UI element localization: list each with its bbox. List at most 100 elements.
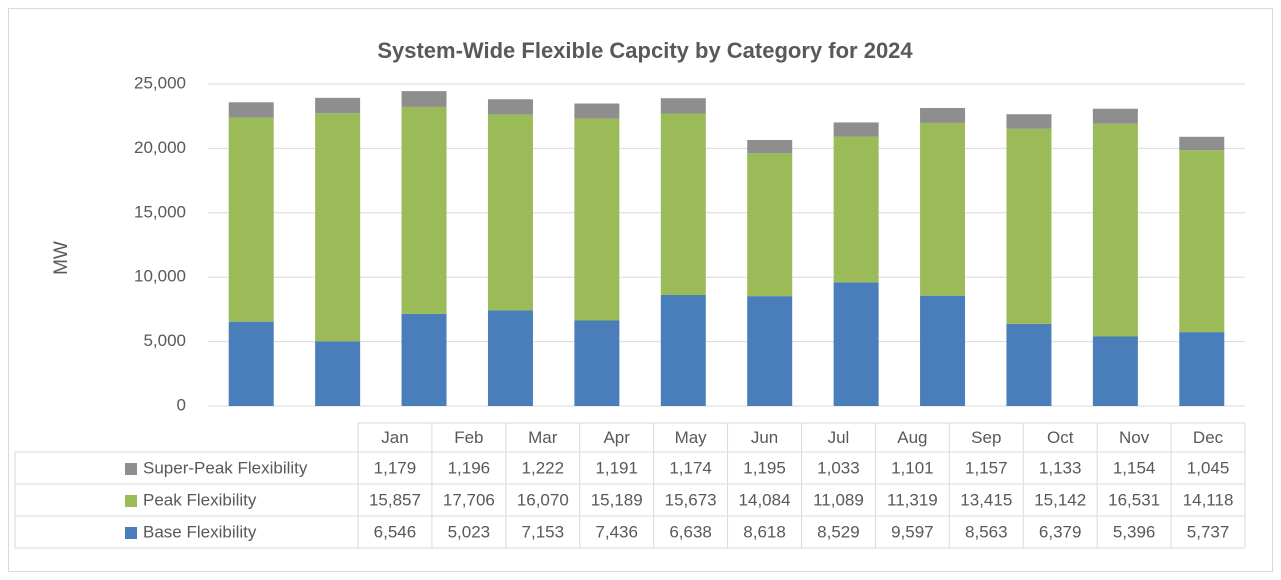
bar-segment <box>574 118 620 321</box>
bar-segment <box>315 113 361 342</box>
bar-segment <box>228 102 274 118</box>
bar-segment <box>1006 128 1052 324</box>
bar-segment <box>920 295 966 406</box>
bar-segment <box>228 117 274 322</box>
data-label: 11,319 <box>887 490 938 509</box>
bar-segment <box>660 98 706 114</box>
data-label: 7,153 <box>522 522 565 541</box>
data-label: 1,179 <box>374 458 417 477</box>
data-label: 16,531 <box>1108 490 1160 509</box>
y-tick-label: 10,000 <box>134 267 186 286</box>
x-tick-label: Aug <box>897 428 927 447</box>
x-tick-label: Feb <box>454 428 483 447</box>
bar-segment <box>228 321 274 406</box>
data-label: 17,706 <box>443 490 495 509</box>
x-tick-label: Oct <box>1047 428 1074 447</box>
legend-swatch <box>125 463 137 475</box>
data-label: 6,638 <box>669 522 712 541</box>
y-tick-label: 15,000 <box>134 202 186 221</box>
bar-segment <box>1006 323 1052 406</box>
x-tick-label: Apr <box>603 428 630 447</box>
data-label: 1,101 <box>891 458 934 477</box>
chart-title: System-Wide Flexible Capcity by Category… <box>377 38 913 63</box>
bar-segment <box>401 91 447 107</box>
data-label: 13,415 <box>960 490 1012 509</box>
x-tick-label: Jan <box>381 428 408 447</box>
data-label: 1,157 <box>965 458 1008 477</box>
x-tick-label: Jun <box>751 428 778 447</box>
data-label: 1,045 <box>1187 458 1230 477</box>
data-label: 1,174 <box>669 458 712 477</box>
data-label: 15,189 <box>591 490 643 509</box>
x-tick-label: Dec <box>1193 428 1224 447</box>
bar-segment <box>487 114 533 311</box>
data-label: 1,133 <box>1039 458 1082 477</box>
data-label: 1,196 <box>448 458 491 477</box>
bar-segment <box>747 153 793 297</box>
data-label: 1,033 <box>817 458 860 477</box>
bar-segment <box>1006 114 1052 129</box>
bar-segment <box>1092 123 1138 337</box>
bar-segment <box>1092 336 1138 406</box>
y-axis-label: MW <box>51 241 72 275</box>
bar-segment <box>833 122 879 137</box>
data-label: 1,195 <box>743 458 786 477</box>
bar-segment <box>574 103 620 119</box>
y-tick-label: 25,000 <box>134 73 186 92</box>
y-tick-label: 20,000 <box>134 138 186 157</box>
bar-segment <box>401 106 447 314</box>
data-label: 16,070 <box>517 490 569 509</box>
bar-segment <box>920 122 966 296</box>
bar-segment <box>401 313 447 406</box>
bar-segment <box>747 140 793 154</box>
bar-segment <box>920 108 966 123</box>
y-tick-label: 0 <box>177 395 186 414</box>
bar-segment <box>1092 108 1138 124</box>
data-label: 8,529 <box>817 522 860 541</box>
x-tick-label: Mar <box>528 428 558 447</box>
data-label: 8,618 <box>743 522 786 541</box>
legend-swatch <box>125 527 137 539</box>
bar-segment <box>574 320 620 406</box>
data-label: 14,118 <box>1183 490 1234 509</box>
data-label: 1,154 <box>1113 458 1156 477</box>
bar-segment <box>1179 332 1225 406</box>
data-label: 6,546 <box>374 522 417 541</box>
bar-segment <box>660 295 706 406</box>
x-tick-label: Nov <box>1119 428 1150 447</box>
bar-segment <box>747 296 793 406</box>
bar-segment <box>487 99 533 115</box>
data-label: 15,142 <box>1034 490 1086 509</box>
legend-label: Super-Peak Flexibility <box>143 458 308 477</box>
data-label: 5,737 <box>1187 522 1230 541</box>
data-label: 5,396 <box>1113 522 1156 541</box>
bar-segment <box>833 136 879 283</box>
data-label: 15,673 <box>665 490 717 509</box>
data-label: 7,436 <box>595 522 638 541</box>
legend-label: Base Flexibility <box>143 522 257 541</box>
data-label: 1,191 <box>595 458 638 477</box>
legend-label: Peak Flexibility <box>143 490 257 509</box>
data-label: 6,379 <box>1039 522 1082 541</box>
bar-segment <box>660 113 706 296</box>
bar-segment <box>833 282 879 406</box>
bar-segment <box>315 97 361 114</box>
x-tick-label: May <box>675 428 708 447</box>
data-label: 14,084 <box>739 490 791 509</box>
data-label: 11,089 <box>813 490 864 509</box>
data-label: 5,023 <box>448 522 491 541</box>
data-label: 9,597 <box>891 522 934 541</box>
x-tick-label: Sep <box>971 428 1001 447</box>
bar-segment <box>487 310 533 406</box>
data-label: 8,563 <box>965 522 1008 541</box>
data-label: 15,857 <box>369 490 421 509</box>
bar-segment <box>1179 150 1225 333</box>
data-label: 1,222 <box>522 458 565 477</box>
y-tick-label: 5,000 <box>143 331 186 350</box>
x-tick-label: Jul <box>828 428 850 447</box>
chart-border <box>8 8 1273 572</box>
legend-swatch <box>125 495 137 507</box>
bar-segment <box>315 341 361 406</box>
bar-segment <box>1179 136 1225 151</box>
